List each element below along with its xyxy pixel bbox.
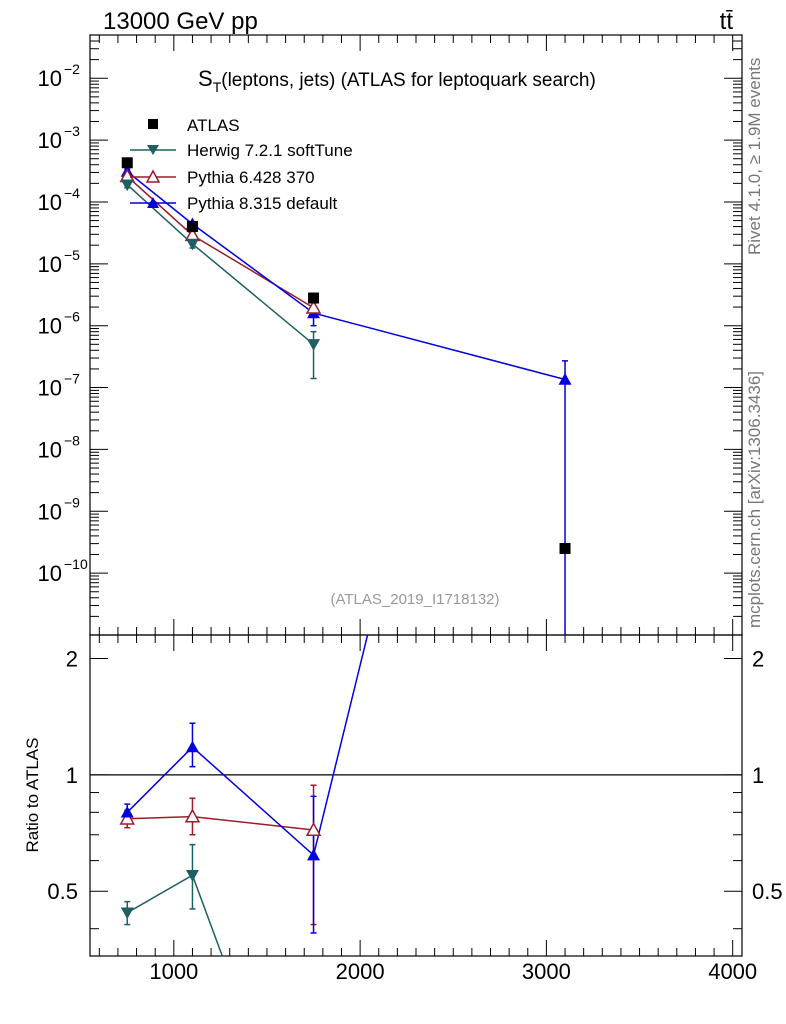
y-tick-exponent: −8 <box>64 432 80 448</box>
y-tick-label: 10 <box>38 252 62 277</box>
series-layer <box>119 157 572 957</box>
ratio-point-pythia-8-315-default <box>185 740 199 753</box>
ratio-point-pythia-8-315-default <box>120 805 134 818</box>
ratio-line-pythia-6-428-370 <box>127 815 314 831</box>
analysis-id: (ATLAS_2019_I1718132) <box>330 591 499 608</box>
x-tick-label: 1000 <box>149 959 198 984</box>
ratio-point-pythia-6-428-370 <box>119 810 136 825</box>
data-point-herwig-7-2-1-softtune <box>307 339 321 351</box>
y-tick-label: 10 <box>38 499 62 524</box>
y-tick-label: 10 <box>38 314 62 339</box>
legend-entry-atlas: ATLAS <box>148 116 240 135</box>
legend-marker-pythia8 <box>147 197 159 208</box>
rivet-label: Rivet 4.1.0, ≥ 1.9M events <box>745 58 764 255</box>
y-tick-exponent: −10 <box>64 556 88 572</box>
ratio-line-pythia-8-315-default <box>126 634 369 857</box>
y-tick-exponent: −2 <box>64 61 80 77</box>
y-tick-exponent: −3 <box>64 123 80 139</box>
y-tick-label: 10 <box>38 128 62 153</box>
data-point-pythia-8-315-default <box>558 372 572 385</box>
ratio-y-tick-label: 1 <box>66 763 78 788</box>
ratio-point-pythia-6-428-370 <box>305 821 322 836</box>
y-tick-label: 10 <box>38 437 62 462</box>
y-tick-label: 10 <box>38 376 62 401</box>
x-tick-label: 4000 <box>708 959 757 984</box>
y-tick-label: 10 <box>38 190 62 215</box>
x-tick-label: 2000 <box>336 959 385 984</box>
mcplots-label: mcplots.cern.ch [arXiv:1306.3436] <box>745 371 764 628</box>
ratio-point-pythia-8-315-default <box>307 848 321 861</box>
series-line-pythia-8-315-default <box>126 170 566 381</box>
ratio-y-tick-label-right: 1 <box>752 763 764 788</box>
data-point-atlas <box>308 292 320 304</box>
y-tick-exponent: −6 <box>64 309 80 325</box>
legend-label-herwig: Herwig 7.2.1 softTune <box>187 141 353 160</box>
ratio-point-herwig-7-2-1-softtune <box>185 870 199 882</box>
header-left: 13000 GeV pp <box>103 8 258 35</box>
y-tick-exponent: −4 <box>64 185 80 201</box>
x-tick-label: 3000 <box>522 959 571 984</box>
y-tick-exponent: −5 <box>64 247 80 263</box>
legend-marker-atlas <box>148 119 158 129</box>
data-point-atlas <box>559 543 571 555</box>
header-right: tt̄ <box>720 8 734 35</box>
y-tick-exponent: −9 <box>64 494 80 510</box>
title-rest: (leptons, jets) (ATLAS for leptoquark se… <box>221 70 596 91</box>
y-tick-label: 10 <box>38 66 62 91</box>
title-main: S <box>198 66 213 91</box>
ratio-ylabel: Ratio to ATLAS <box>23 738 42 853</box>
ratio-line-herwig-7-2-1-softtune <box>126 874 223 957</box>
y-tick-exponent: −7 <box>64 371 80 387</box>
legend-entry-herwig: Herwig 7.2.1 softTune <box>130 141 353 160</box>
ratio-y-tick-label-right: 2 <box>752 646 764 671</box>
ratio-plot-frame <box>89 634 743 957</box>
data-point-herwig-7-2-1-softtune <box>120 179 134 192</box>
data-point-atlas <box>186 221 198 233</box>
ratio-point-herwig-7-2-1-softtune <box>120 907 134 920</box>
title-sub: T <box>213 79 222 95</box>
legend-label-pythia8: Pythia 8.315 default <box>187 194 338 213</box>
data-point-pythia-6-428-370 <box>305 299 322 314</box>
legend-entry-pythia8: Pythia 8.315 default <box>130 194 338 213</box>
legend-marker-herwig <box>147 145 159 155</box>
ratio-point-pythia-6-428-370 <box>184 808 201 823</box>
chart-title: ST(leptons, jets) (ATLAS for leptoquark … <box>198 66 596 95</box>
ratio-y-tick-label: 2 <box>66 646 78 671</box>
ratio-y-tick-label-right: 0.5 <box>752 879 783 904</box>
legend-marker-pythia6 <box>145 169 161 183</box>
data-point-herwig-7-2-1-softtune <box>185 238 199 251</box>
y-tick-label: 10 <box>38 561 62 586</box>
legend: ATLAS Herwig 7.2.1 softTune Pythia 6.428… <box>130 116 353 213</box>
legend-label-atlas: ATLAS <box>187 116 240 135</box>
ratio-y-tick-label: 0.5 <box>47 879 78 904</box>
legend-label-pythia6: Pythia 6.428 370 <box>187 168 315 187</box>
legend-entry-pythia6: Pythia 6.428 370 <box>130 168 315 187</box>
data-point-atlas <box>121 157 133 169</box>
